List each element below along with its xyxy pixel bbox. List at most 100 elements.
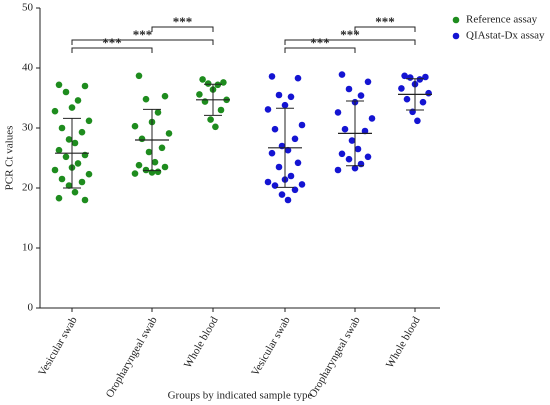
point: [78, 178, 86, 186]
point: [414, 117, 421, 125]
legend-marker: [452, 32, 460, 40]
point: [207, 116, 214, 123]
point: [291, 186, 299, 194]
point: [338, 150, 346, 158]
significance-bracket: [71, 47, 153, 53]
point: [354, 145, 362, 153]
point: [217, 106, 225, 114]
x-tick-label: Oropharyngeal swab: [104, 314, 160, 400]
point: [62, 153, 70, 161]
point: [142, 95, 150, 103]
point: [401, 72, 408, 80]
point: [58, 124, 66, 132]
point: [58, 175, 66, 183]
point: [334, 166, 342, 174]
point: [368, 115, 376, 122]
legend-label: QIAstat-Dx assay: [466, 30, 545, 42]
x-tick-label: Whole blood: [182, 314, 221, 370]
legend-marker: [452, 16, 460, 24]
point: [212, 123, 219, 131]
point: [403, 95, 411, 103]
point: [196, 91, 203, 98]
y-tick-label: 50: [22, 2, 34, 14]
point: [55, 81, 63, 89]
point: [294, 159, 302, 167]
point: [154, 168, 162, 176]
significance-label: ***: [102, 35, 122, 50]
point: [361, 127, 369, 135]
point: [199, 76, 206, 83]
point: [291, 135, 299, 143]
point: [131, 170, 139, 177]
significance-label: ***: [310, 35, 330, 50]
y-axis-label: PCR Ct values: [4, 126, 16, 191]
point: [357, 92, 365, 99]
point: [345, 85, 353, 93]
point: [264, 106, 272, 113]
point: [165, 130, 173, 137]
x-tick-label: Oropharyngeal swab: [307, 314, 363, 400]
point: [287, 172, 295, 180]
point: [145, 148, 153, 156]
point: [154, 109, 162, 116]
point: [348, 137, 356, 144]
point: [62, 88, 70, 96]
x-axis-label: Groups by indicated sample type: [168, 390, 313, 402]
point: [268, 149, 276, 157]
point: [151, 158, 159, 166]
point: [357, 160, 365, 168]
point: [275, 163, 283, 171]
point: [68, 104, 76, 111]
point: [284, 146, 292, 154]
point: [204, 80, 212, 87]
point: [281, 101, 289, 109]
point: [65, 136, 73, 143]
point: [51, 107, 59, 115]
y-tick-label: 30: [22, 122, 34, 134]
point: [419, 98, 427, 106]
point: [278, 191, 286, 198]
point: [81, 82, 89, 90]
point: [81, 196, 89, 204]
y-tick-label: 0: [28, 302, 34, 314]
significance-label: ***: [375, 14, 395, 29]
point: [74, 97, 82, 104]
point: [51, 166, 59, 174]
point: [135, 72, 143, 80]
significance-bracket: [354, 26, 416, 32]
significance-label: ***: [173, 14, 193, 29]
point: [298, 181, 306, 188]
x-tick-label: Vesicular swab: [249, 314, 293, 378]
legend-label: Reference assay: [466, 14, 538, 26]
point: [131, 122, 139, 130]
x-tick-label: Vesicular swab: [36, 314, 80, 378]
point: [406, 74, 414, 81]
point: [55, 146, 63, 154]
point: [351, 164, 359, 172]
point: [74, 160, 82, 167]
point: [338, 71, 346, 78]
point: [85, 117, 93, 125]
y-tick-label: 10: [22, 242, 34, 254]
x-tick-label: Whole blood: [384, 314, 423, 370]
point: [135, 161, 143, 169]
point: [158, 144, 166, 152]
point: [85, 170, 93, 178]
point: [334, 109, 342, 116]
significance-label: ***: [133, 27, 153, 42]
point: [364, 78, 372, 86]
point: [161, 163, 169, 171]
point: [161, 92, 169, 100]
point: [214, 81, 222, 89]
point: [294, 74, 302, 82]
point: [271, 125, 279, 133]
point: [425, 89, 432, 97]
point: [264, 178, 272, 186]
point: [78, 128, 86, 136]
point: [416, 76, 424, 83]
y-tick-label: 20: [22, 182, 34, 194]
point: [55, 194, 63, 202]
point: [398, 85, 405, 92]
point: [345, 155, 353, 163]
